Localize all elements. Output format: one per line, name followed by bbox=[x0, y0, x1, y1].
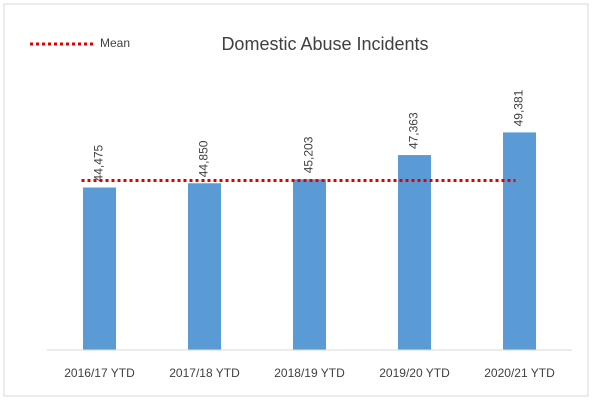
data-label: 49,381 bbox=[512, 89, 526, 126]
bar bbox=[188, 183, 221, 350]
bar bbox=[293, 179, 326, 350]
data-label: 44,475 bbox=[92, 144, 106, 181]
legend-label: Mean bbox=[100, 36, 130, 50]
bar bbox=[83, 187, 116, 350]
data-label: 47,363 bbox=[407, 112, 421, 149]
x-tick-label: 2017/18 YTD bbox=[169, 366, 240, 380]
data-label: 45,203 bbox=[302, 136, 316, 173]
x-tick-label: 2020/21 YTD bbox=[484, 366, 555, 380]
chart-title: Domestic Abuse Incidents bbox=[221, 34, 428, 54]
bar bbox=[398, 155, 431, 350]
x-tick-label: 2019/20 YTD bbox=[379, 366, 450, 380]
data-label: 44,850 bbox=[197, 140, 211, 177]
x-tick-label: 2016/17 YTD bbox=[64, 366, 135, 380]
x-tick-label: 2018/19 YTD bbox=[274, 366, 345, 380]
bar bbox=[503, 132, 536, 350]
